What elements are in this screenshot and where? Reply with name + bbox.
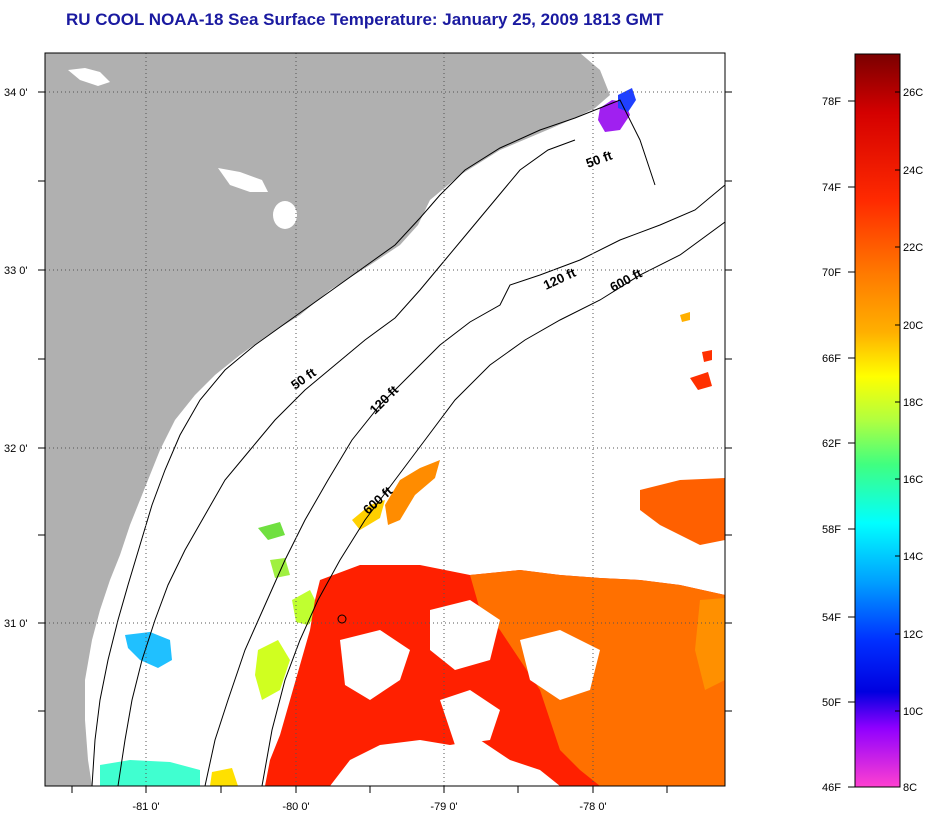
station-marker: [337, 614, 347, 624]
lat-tick-label: 33 0': [4, 265, 28, 277]
lat-tick-marks: [38, 91, 732, 712]
land-mass: [45, 53, 610, 786]
map-frame: [44, 52, 726, 787]
lat-tick-label: 32 0': [4, 443, 28, 455]
lon-tick-label: -79 0': [430, 801, 457, 813]
lat-tick-label: 34 0': [4, 87, 28, 99]
lon-tick-label: -80 0': [282, 801, 309, 813]
sst-patches: [100, 88, 725, 786]
lat-tick-label: 31 0': [4, 618, 28, 630]
lon-tick-label: -81 0': [132, 801, 159, 813]
inland-water: [273, 201, 297, 229]
inland-water: [218, 168, 268, 192]
lon-tick-label: -78 0': [579, 801, 606, 813]
inland-water: [68, 68, 110, 86]
lon-tick-marks: [71, 786, 668, 793]
graticule: [45, 53, 725, 786]
contour-50ft: [117, 139, 576, 786]
contour-600ft: [261, 221, 725, 786]
coastline: [91, 99, 656, 786]
contour-120ft: [204, 184, 725, 786]
map-title: RU COOL NOAA-18 Sea Surface Temperature:…: [66, 10, 664, 29]
